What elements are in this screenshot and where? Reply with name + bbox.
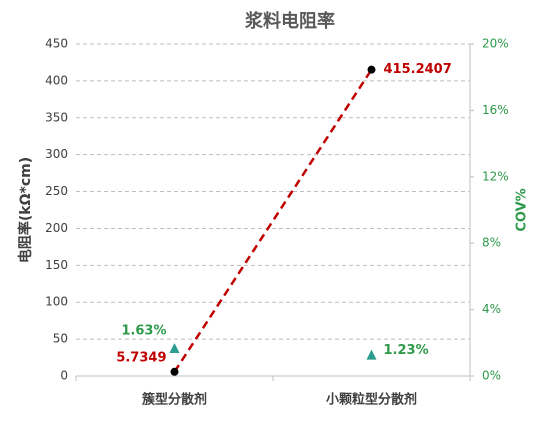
- y-tick-label: 300: [45, 147, 68, 161]
- y-tick-label: 0: [60, 369, 68, 383]
- y-tick-label: 50: [53, 332, 68, 346]
- data-label: 1.63%: [121, 323, 166, 338]
- y2-tick-label: 0%: [482, 369, 501, 383]
- marker: [366, 349, 377, 360]
- y-tick-label: 350: [45, 110, 68, 124]
- y2-tick-label: 12%: [482, 169, 509, 183]
- y-axis-label: 电阻率(kΩ*cm): [17, 157, 34, 263]
- y-tick-label: 250: [45, 184, 68, 198]
- y2-tick-label: 8%: [482, 236, 501, 250]
- y2-axis-label: COV%: [515, 188, 530, 231]
- marker: [169, 342, 180, 353]
- marker: [367, 65, 376, 74]
- y-tick-label: 400: [45, 73, 68, 87]
- y-tick-label: 100: [45, 295, 68, 309]
- chart-title: 浆料电阻率: [245, 10, 335, 32]
- y-tick-label: 200: [45, 221, 68, 235]
- y2-tick-label: 16%: [482, 103, 509, 117]
- data-label: 5.7349: [116, 350, 166, 365]
- y2-tick-label: 4%: [482, 302, 501, 316]
- x-tick-label: 簇型分散剂: [141, 392, 207, 408]
- y-tick-label: 450: [45, 37, 68, 51]
- data-label: 1.23%: [384, 343, 429, 358]
- data-label: 415.2407: [384, 62, 452, 77]
- y2-tick-label: 20%: [482, 37, 509, 51]
- y-tick-label: 150: [45, 258, 68, 272]
- trend-line: [173, 68, 373, 373]
- x-tick-label: 小颗粒型分散剂: [326, 392, 417, 408]
- marker: [170, 367, 179, 376]
